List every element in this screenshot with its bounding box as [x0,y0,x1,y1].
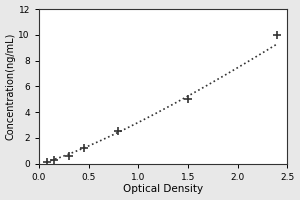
Y-axis label: Concentration(ng/mL): Concentration(ng/mL) [6,33,16,140]
X-axis label: Optical Density: Optical Density [123,184,203,194]
